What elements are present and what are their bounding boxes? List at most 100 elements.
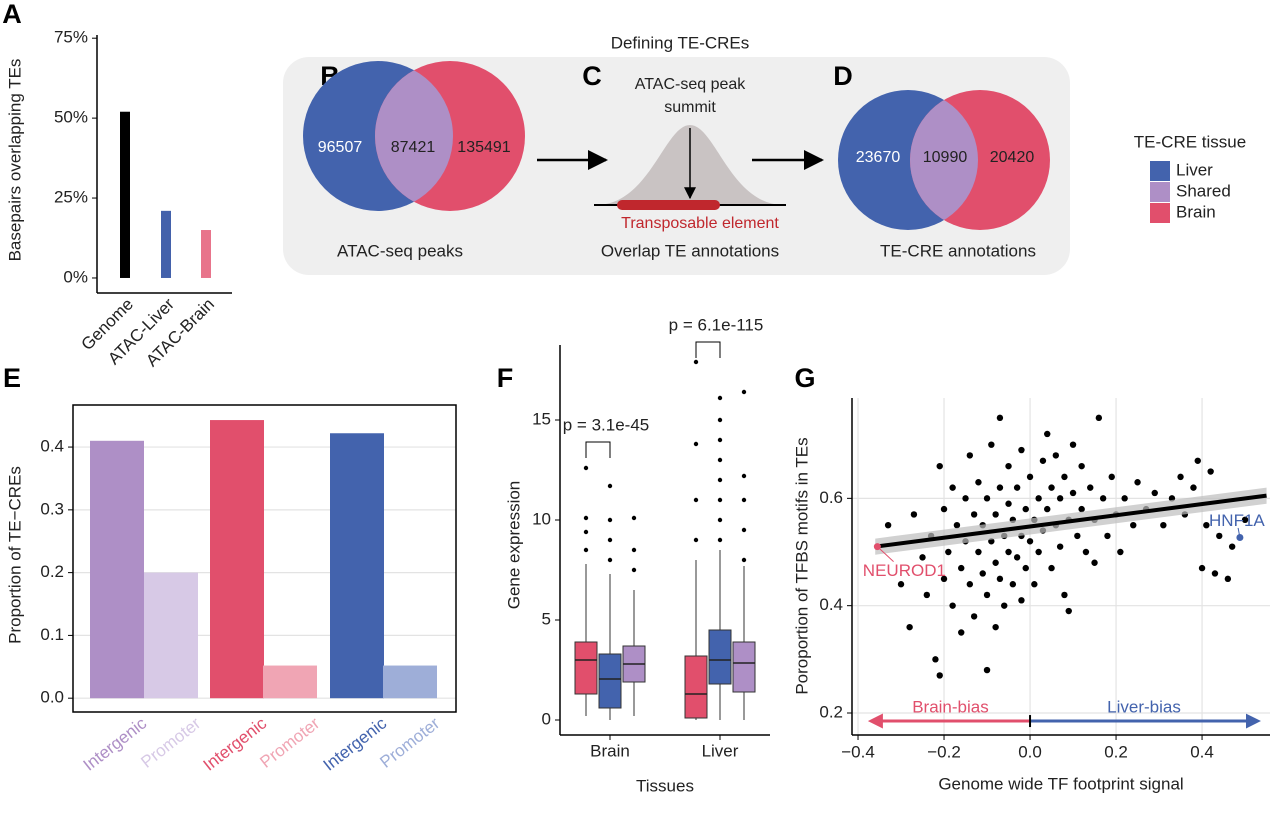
point (906, 623, 913, 631)
bar (144, 572, 198, 699)
x-tick-label: Intergenic (200, 713, 271, 774)
point (923, 591, 931, 599)
point (1216, 532, 1223, 540)
point (1078, 505, 1085, 513)
point (1203, 521, 1210, 529)
outlier (631, 547, 637, 553)
point (1048, 484, 1055, 491)
point (1044, 505, 1051, 513)
outlier (717, 457, 723, 463)
point (936, 672, 943, 679)
outlier (717, 477, 723, 483)
bar (383, 665, 437, 699)
y-tick-label: 0% (63, 267, 88, 286)
diagram-caption: Overlap TE annotations (601, 241, 779, 260)
point (988, 441, 995, 448)
legend-swatch (1150, 203, 1170, 223)
outlier (631, 567, 637, 573)
y-tick-label: 0.1 (40, 625, 64, 644)
outlier (583, 515, 589, 521)
panel-letter: D (833, 61, 853, 91)
point (1082, 548, 1090, 556)
box (708, 629, 732, 685)
point (919, 554, 926, 561)
outlier (693, 497, 699, 503)
point (1035, 548, 1042, 556)
legend-swatch (1150, 182, 1170, 202)
point (1056, 543, 1064, 550)
venn-overlap (375, 61, 453, 211)
point (1001, 602, 1008, 609)
y-tick-label: 15 (532, 409, 551, 428)
x-tick-label: 0.4 (1190, 742, 1214, 761)
point (1061, 473, 1068, 481)
point (1160, 521, 1167, 529)
point (1078, 462, 1085, 470)
x-tick-label: 0.0 (1018, 742, 1042, 761)
point (1026, 538, 1034, 545)
panel-letter: F (497, 363, 514, 393)
outlier (607, 517, 613, 523)
outlier (583, 465, 589, 471)
outlier (693, 359, 699, 365)
point (953, 521, 961, 529)
point (1130, 521, 1137, 529)
point (949, 484, 956, 491)
point (996, 575, 1004, 583)
trend-line (874, 493, 1267, 549)
point (1069, 441, 1077, 448)
significance-bracket (695, 341, 721, 358)
point (940, 505, 948, 513)
diagram-caption: TE-CRE annotations (880, 241, 1036, 260)
point (1074, 532, 1081, 540)
point (1117, 548, 1124, 556)
legend-swatch (1150, 161, 1170, 181)
panel-letter: A (2, 0, 22, 29)
diagram-title: Defining TE-CREs (611, 33, 750, 52)
point (1005, 500, 1012, 507)
point (958, 629, 965, 636)
legend-title: TE-CRE tissue (1134, 132, 1246, 151)
point (1031, 581, 1038, 588)
y-tick-label: 5 (542, 609, 551, 628)
x-axis-label: Tissues (636, 776, 694, 795)
point (996, 484, 1004, 491)
outlier (607, 537, 613, 543)
point (979, 570, 986, 577)
y-tick-label: 0.4 (40, 437, 64, 456)
point (992, 511, 999, 518)
point (983, 591, 991, 599)
point (897, 581, 905, 588)
y-axis-label: Gene expression (504, 481, 523, 610)
point (992, 559, 999, 566)
outlier (693, 537, 699, 543)
y-tick-label: 25% (54, 188, 88, 207)
outlier (607, 557, 613, 563)
point (966, 452, 974, 459)
x-tick-label: Promoter (137, 714, 204, 772)
x-tick-label: Promoter (256, 714, 323, 772)
p-value: p = 3.1e-45 (563, 415, 650, 434)
outlier (583, 547, 589, 553)
bar (120, 111, 130, 278)
x-axis-label: Genome wide TF footprint signal (938, 774, 1183, 793)
y-tick-label: 0.0 (40, 688, 64, 707)
outlier (741, 389, 747, 395)
outlier (631, 515, 637, 521)
venn-count: 87421 (391, 139, 436, 156)
venn-count: 23670 (856, 149, 901, 166)
y-tick-label: 50% (54, 108, 88, 127)
box (684, 655, 708, 719)
point (1065, 607, 1072, 615)
point (1009, 581, 1017, 588)
summit-label: summit (664, 99, 716, 116)
point (940, 575, 948, 583)
venn-overlap (910, 90, 978, 230)
point (1018, 597, 1025, 604)
box (598, 653, 622, 709)
outlier (583, 529, 589, 535)
highlight-point (873, 543, 881, 551)
point (1052, 452, 1060, 459)
point (945, 548, 952, 556)
